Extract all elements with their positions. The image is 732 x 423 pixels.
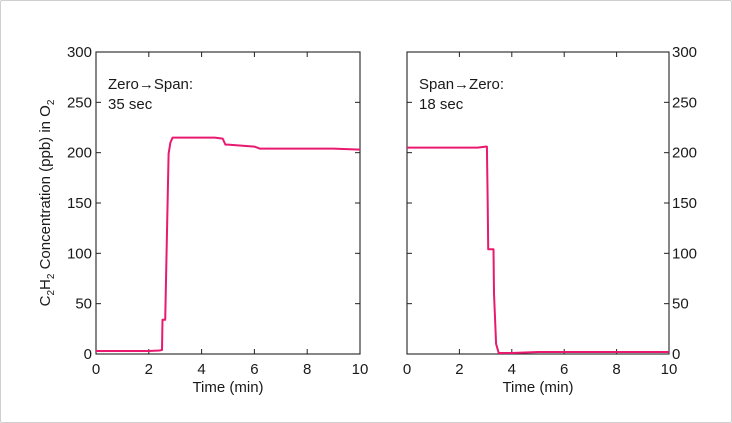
x-axis-title: Time (min) [502, 379, 573, 396]
y-axis-title-text: Concentration (ppb) in O [37, 105, 54, 273]
x-tick-label: 2 [145, 361, 153, 378]
x-tick-label: 8 [303, 361, 311, 378]
annotation-line-1: Zero→Span: [108, 76, 193, 93]
y-axis-title-subscript: 2 [46, 99, 57, 105]
y-axis-title-text: H [37, 279, 54, 290]
y-axis-title-text: C [37, 295, 54, 306]
y-tick-label: 100 [67, 245, 92, 262]
y-axis-title-subscript: 2 [46, 290, 57, 296]
y-axis-title-subscript: 2 [46, 273, 57, 279]
y-tick-label: 0 [672, 346, 680, 363]
x-tick-label: 10 [352, 361, 369, 378]
y-tick-label: 50 [75, 296, 92, 313]
y-tick-label: 250 [67, 94, 92, 111]
y-tick-label: 0 [84, 346, 92, 363]
annotation-line-2: 18 sec [419, 96, 464, 113]
x-tick-label: 4 [508, 361, 516, 378]
x-tick-label: 10 [661, 361, 678, 378]
x-tick-label: 2 [455, 361, 463, 378]
x-tick-label: 6 [560, 361, 568, 378]
y-tick-label: 150 [67, 195, 92, 212]
x-axis-title: Time (min) [192, 379, 263, 396]
y-tick-label: 100 [672, 245, 697, 262]
x-tick-label: 0 [403, 361, 411, 378]
y-tick-label: 200 [67, 145, 92, 162]
series-line [96, 136, 361, 352]
x-tick-label: 8 [612, 361, 620, 378]
y-tick-label: 150 [672, 195, 697, 212]
x-tick-label: 4 [197, 361, 205, 378]
y-tick-label: 300 [672, 44, 697, 61]
annotation-line-2: 35 sec [108, 96, 153, 113]
y-axis-title: C2H2 Concentration (ppb) in O2 [37, 99, 57, 306]
y-tick-label: 300 [67, 44, 92, 61]
x-tick-label: 6 [250, 361, 258, 378]
y-tick-label: 250 [672, 94, 697, 111]
y-tick-label: 50 [672, 296, 689, 313]
y-tick-label: 200 [672, 145, 697, 162]
x-tick-label: 0 [92, 361, 100, 378]
series-line [407, 145, 669, 354]
annotation-line-1: Span→Zero: [419, 76, 504, 93]
